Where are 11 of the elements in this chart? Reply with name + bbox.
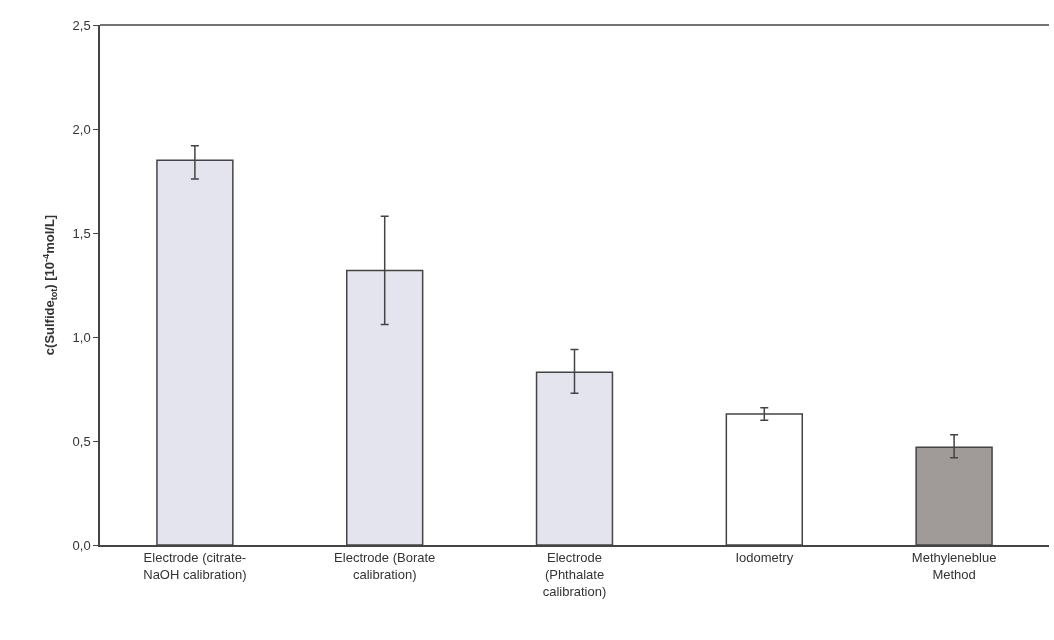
x-tick-label: Electrode (Borate calibration) (334, 550, 436, 583)
y-tick-label: 2,5 (72, 17, 91, 33)
x-tick-label: Electrode (citrate-NaOH calibration) (143, 550, 247, 583)
y-tick-label: 1,5 (72, 225, 91, 241)
x-tick-label: Electrode (Phthalate calibration) (542, 550, 607, 600)
y-tick-label: 0,5 (72, 433, 91, 449)
x-tick-label: Methyleneblue Method (911, 550, 997, 583)
y-tick-label: 2,0 (72, 121, 91, 137)
y-tick-label: 0,0 (72, 537, 91, 553)
y-tick-label: 1,0 (72, 329, 91, 345)
x-tick-label: Iodometry (735, 550, 794, 566)
